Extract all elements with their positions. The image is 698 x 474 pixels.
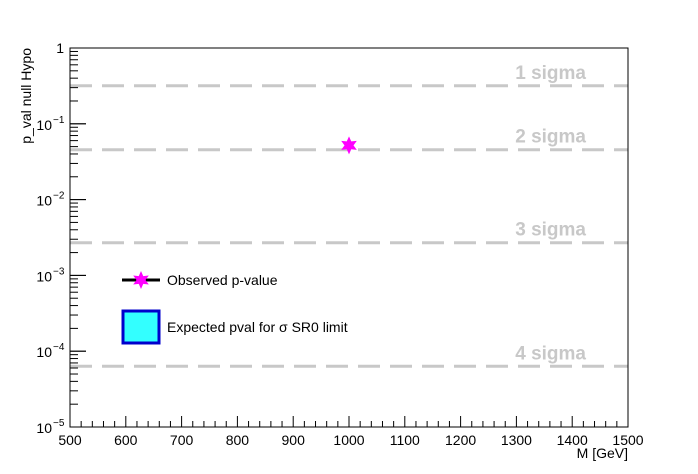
legend: Observed p-value Expected pval for σ SR0 … (121, 271, 348, 345)
y-tick-label-exponent: −2 (53, 191, 65, 202)
sigma-label-1: 1 sigma (515, 63, 586, 84)
x-tick-label: 1000 (333, 432, 364, 448)
x-tick-label: 1500 (612, 432, 643, 448)
y-tick-label-exponent: −5 (53, 418, 65, 429)
sigma-label-3: 3 sigma (515, 220, 586, 241)
x-tick-label: 800 (226, 432, 250, 448)
x-tick-label: 700 (170, 432, 194, 448)
y-tick-label-base: 10 (36, 193, 52, 209)
sigma-label-4: 4 sigma (515, 343, 586, 364)
y-tick-label-base: 10 (36, 268, 52, 284)
observed-points (341, 136, 357, 155)
x-axis: 500 600 700 800 900 1000 1100 1200 1300 1400 1500 (58, 416, 644, 448)
y-tick-label: 1 (56, 40, 64, 56)
legend-expected-box (121, 309, 161, 345)
x-tick-label: 1200 (445, 432, 476, 448)
y-tick-label-exponent: −4 (53, 342, 65, 353)
y-tick-label-base: 10 (36, 344, 52, 360)
x-tick-label: 1300 (501, 432, 532, 448)
x-tick-label: 900 (282, 432, 306, 448)
sigma-label-2: 2 sigma (515, 127, 586, 148)
x-tick-label: 1400 (557, 432, 588, 448)
y-tick-label-base: 10 (36, 117, 52, 133)
y-axis-title: p_val null Hypo (18, 48, 34, 144)
legend-observed-label: Observed p-value (167, 272, 278, 288)
x-axis-title: M [GeV] (577, 445, 628, 461)
y-axis: 110−110−210−310−410−5 (36, 40, 86, 436)
x-tick-label: 500 (58, 432, 82, 448)
legend-expected-label: Expected pval for σ SR0 limit (167, 319, 348, 335)
observed-point (341, 136, 357, 155)
y-tick-label-exponent: −3 (53, 266, 65, 277)
legend-observed-marker (133, 271, 149, 289)
sigma-reference-lines: 1 sigma 2 sigma 3 sigma 4 sigma (70, 63, 628, 368)
y-tick-label-exponent: −1 (53, 115, 65, 126)
x-tick-label: 1100 (390, 432, 420, 448)
y-tick-label-base: 10 (36, 420, 52, 436)
x-tick-label: 600 (114, 432, 138, 448)
